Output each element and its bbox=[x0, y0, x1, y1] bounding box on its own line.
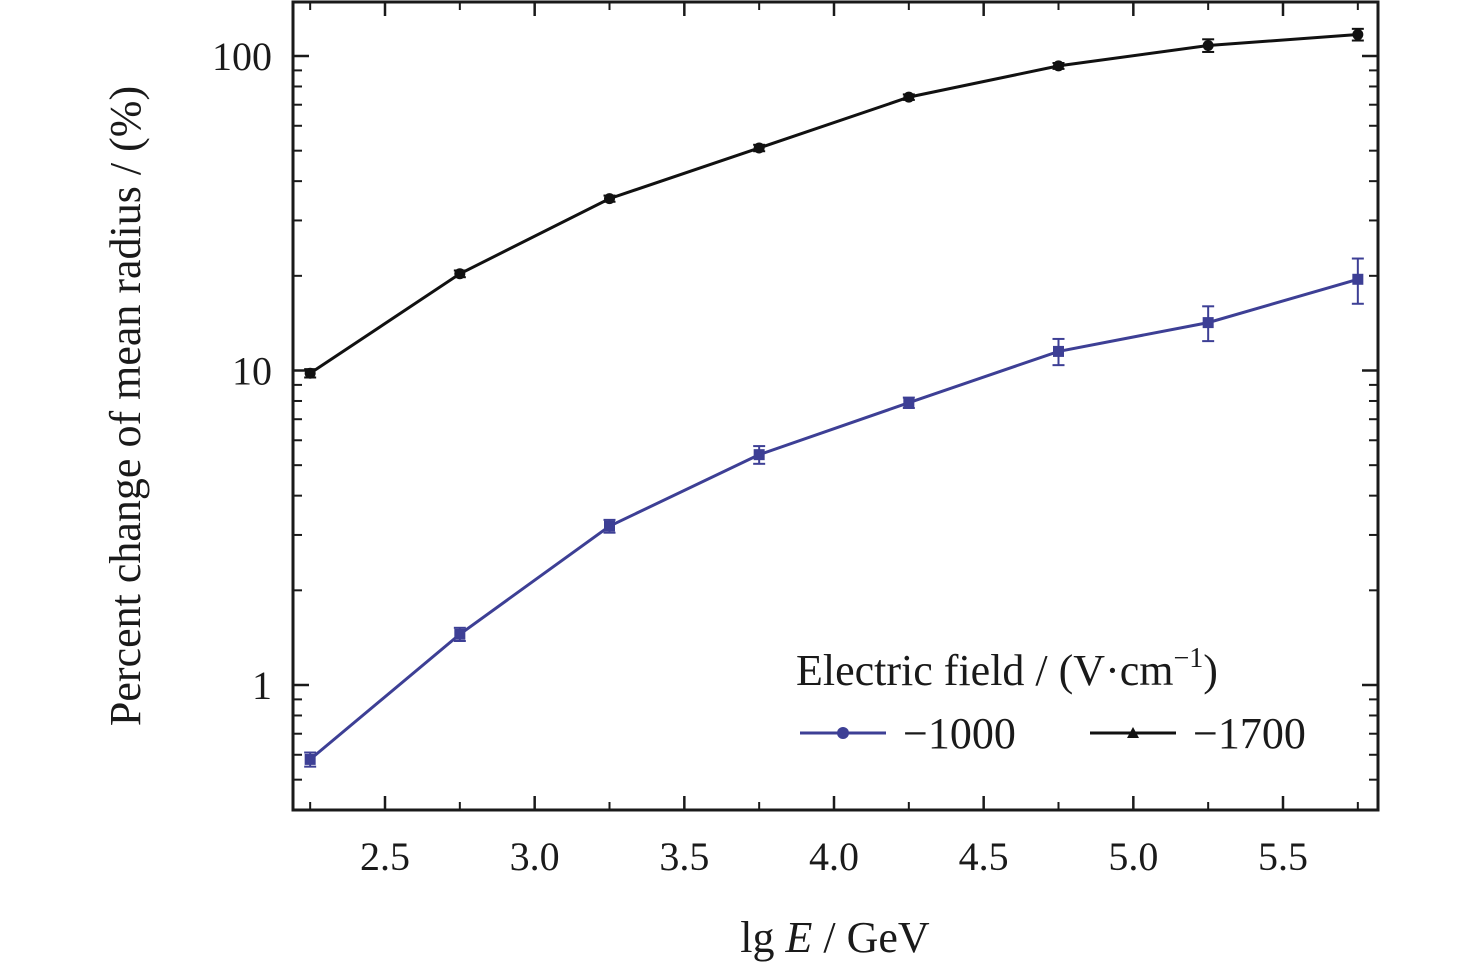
legend-item: −1700 bbox=[1090, 709, 1306, 758]
legend-title: Electric field / (V·cm−1) bbox=[796, 643, 1218, 695]
legend-label: −1000 bbox=[903, 709, 1016, 758]
data-point bbox=[304, 367, 316, 379]
legend-marker bbox=[1127, 727, 1139, 738]
x-tick-label: 5.0 bbox=[1108, 834, 1158, 879]
series-line bbox=[309, 33, 1358, 375]
data-point bbox=[604, 520, 615, 532]
plot-frame bbox=[291, 0, 1380, 812]
x-tick-label: 3.5 bbox=[659, 834, 709, 879]
legend-item: −1000 bbox=[800, 709, 1016, 758]
legend-label: −1700 bbox=[1193, 709, 1306, 758]
data-point bbox=[1352, 29, 1364, 41]
legend: Electric field / (V·cm−1) −1000 −1700 bbox=[796, 643, 1306, 758]
data-point bbox=[1352, 273, 1364, 285]
data-point bbox=[304, 753, 316, 765]
data-point bbox=[1202, 317, 1214, 329]
x-tick-label: 2.5 bbox=[360, 834, 410, 879]
y-tick-label: 1 bbox=[252, 663, 272, 708]
legend-marker bbox=[837, 727, 849, 739]
data-point bbox=[604, 193, 615, 205]
axis-tick-labels: 2.5 3.0 3.5 4.0 4.5 5.0 5.5 1 10 100 bbox=[212, 34, 1308, 879]
series-1 bbox=[304, 257, 1364, 768]
data-point bbox=[903, 91, 915, 103]
x-tick-label: 4.0 bbox=[809, 834, 859, 879]
y-tick-label: 10 bbox=[232, 349, 272, 394]
data-point bbox=[753, 449, 765, 461]
y-tick-label: 100 bbox=[212, 34, 272, 79]
series-layer bbox=[304, 27, 1364, 768]
data-point bbox=[1053, 60, 1064, 72]
series-line bbox=[309, 277, 1359, 761]
x-tick-label: 3.0 bbox=[510, 834, 560, 879]
axis-ticks bbox=[293, 2, 1378, 812]
data-point bbox=[753, 142, 765, 154]
y-axis-title: Percent change of mean radius / (%) bbox=[101, 86, 150, 726]
x-axis-title: lg E / GeV bbox=[740, 913, 930, 962]
data-point bbox=[454, 268, 466, 280]
x-tick-label: 4.5 bbox=[959, 834, 1009, 879]
x-tick-label: 5.5 bbox=[1258, 834, 1308, 879]
data-point bbox=[454, 628, 466, 640]
series-2 bbox=[304, 27, 1364, 379]
data-point bbox=[1202, 39, 1214, 51]
data-point bbox=[1053, 345, 1064, 357]
data-point bbox=[903, 397, 915, 409]
